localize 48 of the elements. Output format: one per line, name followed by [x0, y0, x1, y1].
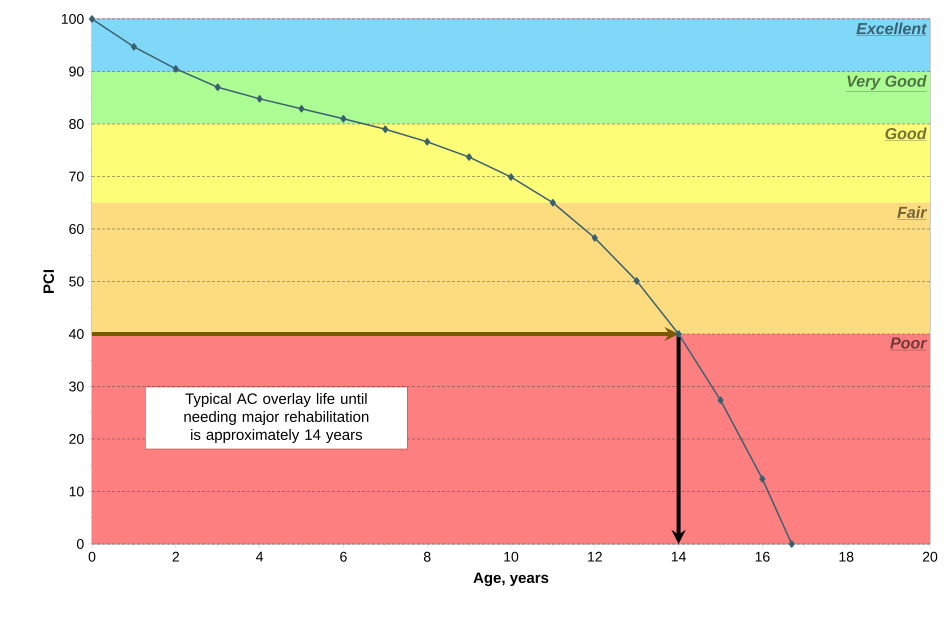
band-label: Poor [890, 338, 928, 349]
y-tick-label: 90 [69, 66, 84, 76]
point [676, 330, 682, 338]
y-tick-label: 20 [69, 434, 84, 444]
y-tick-label: 50 [69, 276, 84, 286]
point [89, 15, 96, 23]
x-tick-label: 10 [504, 552, 518, 562]
x-tick-label: 16 [756, 552, 770, 562]
point [214, 83, 221, 91]
point [382, 125, 388, 133]
point [172, 65, 179, 73]
y-tick-label: 80 [69, 119, 84, 129]
x-tick-label: 14 [672, 552, 686, 562]
band-label: Good [885, 128, 927, 140]
point [340, 114, 346, 122]
x-tick-label: 20 [922, 552, 938, 562]
point [130, 43, 137, 51]
point [466, 153, 472, 161]
annotation: Typical AC overlay life until needing major rehabilitation is approximately 14 years [184, 392, 368, 443]
y-axis-title: PCI [43, 270, 54, 293]
x-tick-label: 18 [839, 552, 854, 562]
point [424, 138, 430, 146]
band-label: Fair [897, 206, 928, 218]
point [256, 95, 263, 103]
point [717, 396, 724, 404]
x-tick-label: 0 [88, 552, 96, 562]
point [550, 198, 556, 206]
x-tick-label: 2 [172, 552, 179, 562]
point [788, 540, 795, 548]
point [298, 105, 305, 113]
point [634, 277, 640, 285]
y-tick-label: 0 [76, 539, 84, 549]
y-tick-label: 100 [62, 14, 84, 24]
point [508, 173, 514, 181]
y-tick-label: 40 [68, 329, 84, 339]
x-axis-title: Age, years [473, 572, 548, 586]
x-tick-label: 4 [256, 552, 264, 562]
y-tick-label: 70 [69, 172, 84, 182]
band-label: Excellent [856, 22, 928, 34]
y-tick-label: 30 [69, 382, 84, 392]
x-tick-label: 6 [340, 552, 347, 562]
y-tick-label: 60 [69, 224, 84, 234]
point [592, 234, 598, 242]
point [759, 475, 766, 483]
band-label: Very Good [847, 75, 927, 90]
x-tick-label: 8 [424, 552, 430, 562]
y-tick-label: 10 [70, 486, 84, 496]
x-tick-label: 12 [588, 552, 602, 562]
